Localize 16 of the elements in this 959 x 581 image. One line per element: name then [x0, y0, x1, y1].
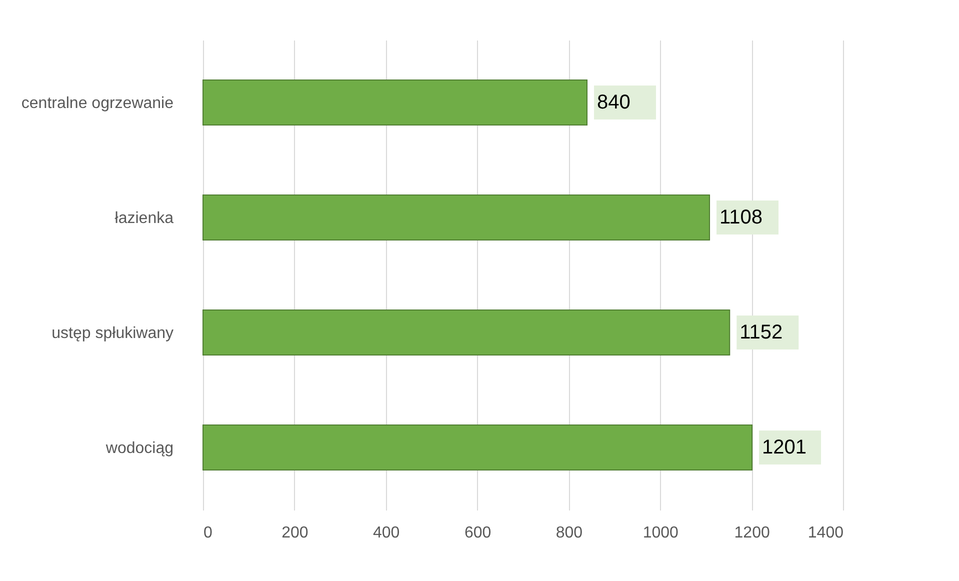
data-label: 1108 [720, 206, 763, 228]
x-tick-label: 800 [556, 524, 583, 542]
x-tick-label: 200 [282, 524, 308, 542]
x-tick-label: 0 [204, 524, 212, 542]
y-tick-label: centralne ogrzewanie [21, 95, 174, 112]
x-tick-label: 400 [373, 524, 400, 542]
y-tick-label: łazienka [114, 210, 174, 227]
y-tick-label: ustęp spłukiwany [52, 325, 174, 342]
data-label: 1152 [740, 322, 783, 344]
data-label: 840 [597, 92, 630, 114]
data-label: 1201 [762, 436, 807, 458]
x-tick-label: 1000 [642, 524, 679, 542]
x-tick-label: 600 [464, 524, 492, 542]
y-tick-label: wodociąg [104, 440, 174, 457]
x-tick-label: 1400 [808, 524, 844, 542]
x-tick-label: 1200 [734, 524, 770, 542]
